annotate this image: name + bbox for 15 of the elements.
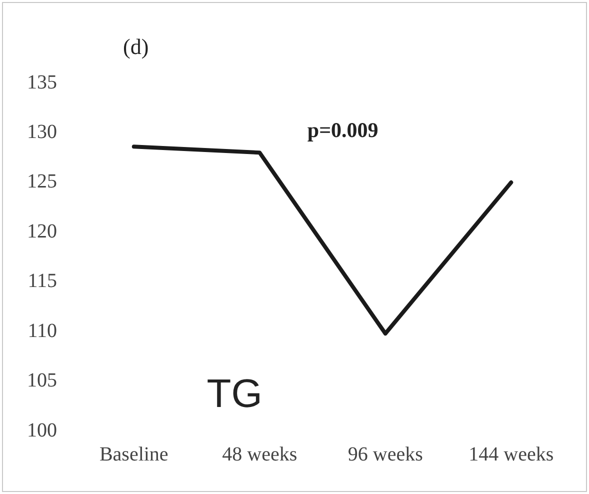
x-tick-label: Baseline <box>99 443 168 466</box>
y-tick-label: 110 <box>28 320 57 342</box>
chart-title: (d) <box>123 34 149 59</box>
y-tick-label: 130 <box>27 120 57 143</box>
y-tick-label: 115 <box>28 270 57 292</box>
y-tick-label: 105 <box>27 370 57 392</box>
y-tick-label: 135 <box>27 71 57 94</box>
annotation: TG <box>206 372 262 416</box>
annotation: p=0.009 <box>307 118 378 142</box>
x-tick-label: 144 weeks <box>468 443 554 466</box>
y-tick-label: 125 <box>27 170 57 193</box>
x-tick-label: 48 weeks <box>222 443 298 466</box>
y-tick-label: 120 <box>27 220 57 242</box>
x-tick-label: 96 weeks <box>348 443 424 466</box>
y-tick-label: 100 <box>27 419 57 442</box>
